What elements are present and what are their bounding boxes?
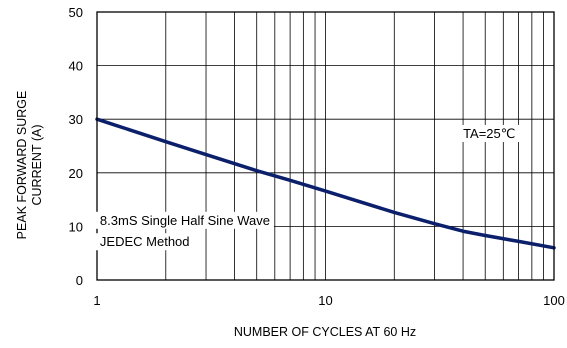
x-tick-label: 100 xyxy=(543,293,565,308)
y-tick-label: 30 xyxy=(69,112,83,127)
x-tick-label: 10 xyxy=(318,293,332,308)
series-layer xyxy=(95,117,556,250)
annotation-backdrop xyxy=(459,124,520,142)
plot-frame xyxy=(96,11,555,281)
grid-layer xyxy=(97,12,554,280)
y-axis-title-line-1: PEAK FORWARD SURGE xyxy=(15,91,29,240)
plot-border xyxy=(96,11,555,281)
annotation-text: JEDEC Method xyxy=(100,234,190,249)
annotations: TA=25℃ 8.3mS Single Half Sine Wave JEDEC M… xyxy=(95,124,520,251)
annotation-backdrop xyxy=(95,233,194,251)
x-axis-title: NUMBER OF CYCLES AT 60 Hz xyxy=(234,325,416,339)
annotation-text: TA=25℃ xyxy=(463,126,515,141)
y-tick-label: 50 xyxy=(69,5,83,20)
tick-labels: 1 10 100 0 10 20 30 40 50 xyxy=(69,5,565,308)
y-tick-label: 20 xyxy=(69,166,83,181)
annotation-text: 8.3mS Single Half Sine Wave xyxy=(100,213,270,228)
annotation-backdrop xyxy=(95,211,274,229)
series-line xyxy=(95,117,556,250)
y-axis-title: PEAK FORWARD SURGE CURRENT (A) xyxy=(15,91,44,240)
y-tick-label: 40 xyxy=(69,59,83,74)
y-tick-label: 10 xyxy=(69,219,83,234)
y-tick-label: 0 xyxy=(76,273,83,288)
y-axis-title-line-2: CURRENT (A) xyxy=(30,124,44,205)
x-tick-label: 1 xyxy=(93,293,100,308)
